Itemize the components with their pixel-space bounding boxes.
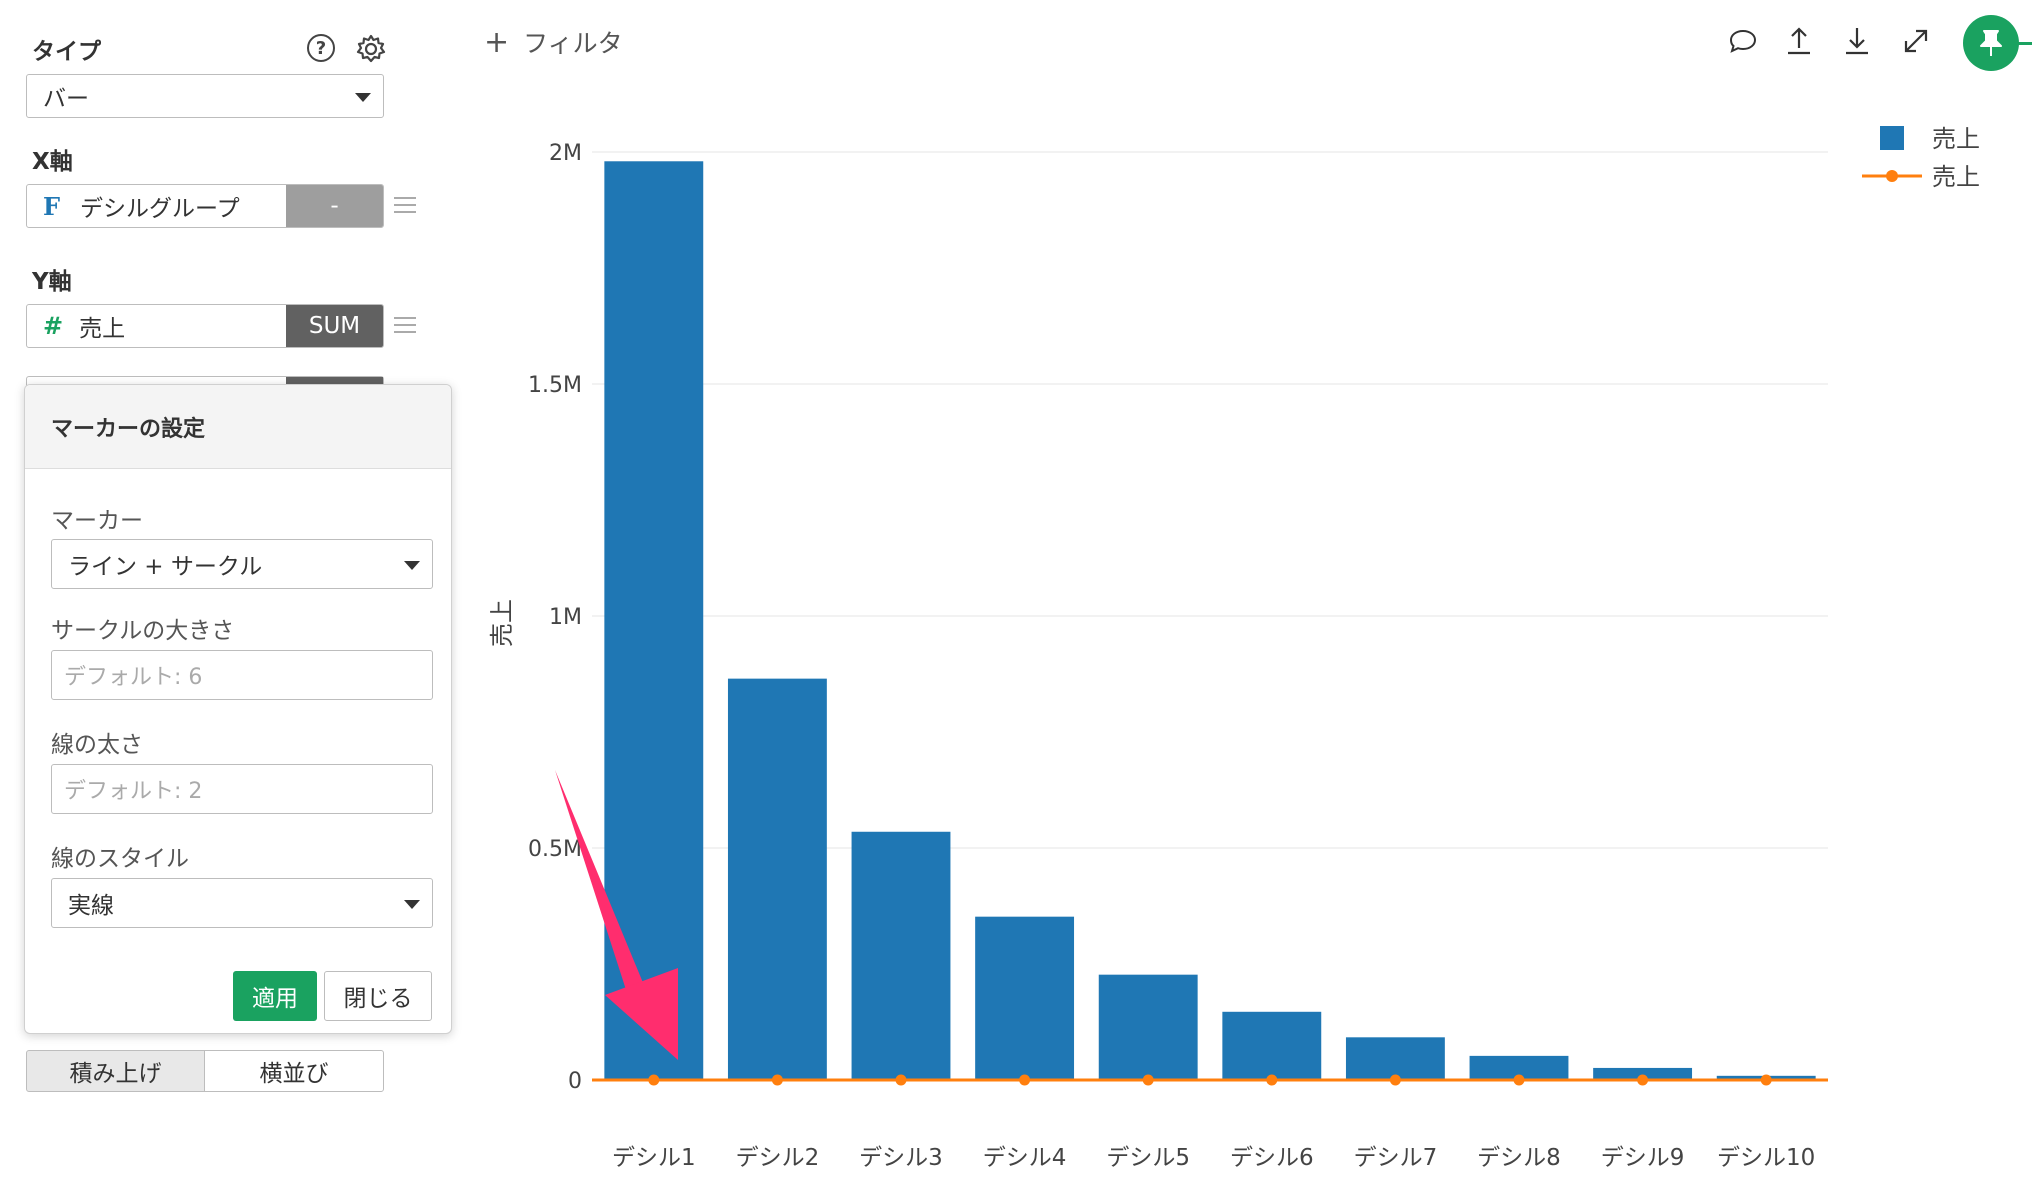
x-axis-label: X軸 — [32, 149, 73, 175]
line-point[interactable] — [771, 1074, 783, 1086]
popover-title: マーカーの設定 — [25, 385, 451, 469]
line-width-placeholder: デフォルト: 2 — [64, 779, 203, 804]
field-type-icon: F — [43, 191, 61, 221]
x-tick-label: デシル2 — [736, 1145, 820, 1171]
y-tick-label: 2M — [549, 141, 582, 166]
line-style-select[interactable]: 実線 — [51, 878, 433, 928]
apply-button[interactable]: 適用 — [233, 971, 317, 1021]
legend: 売上 売上 — [1862, 125, 1980, 191]
marker-settings-popover: マーカーの設定 マーカー ライン + サークル サークルの大きさ デフォルト: … — [24, 384, 452, 1034]
line-style-label: 線のスタイル — [51, 846, 189, 872]
bar[interactable] — [851, 831, 951, 1080]
y-axis-title: 売上 — [488, 599, 516, 647]
chevron-down-icon — [355, 93, 371, 102]
chart-type-select[interactable]: バー — [26, 74, 384, 118]
legend-bar-label[interactable]: 売上 — [1932, 125, 1980, 153]
y-axis-label: Y軸 — [32, 269, 72, 295]
chevron-down-icon — [404, 561, 420, 570]
y-tick-label: 0 — [568, 1069, 582, 1094]
circle-size-placeholder: デフォルト: 6 — [64, 665, 203, 690]
x-tick-label: デシル1 — [612, 1145, 696, 1171]
stack-button[interactable]: 積み上げ — [26, 1050, 205, 1092]
x-tick-label: デシル3 — [859, 1145, 943, 1171]
gear-icon[interactable] — [355, 33, 387, 65]
x-tick-label: デシル7 — [1354, 1145, 1438, 1171]
legend-bar-swatch — [1880, 126, 1904, 150]
x-axis-field[interactable]: F デシルグループ - — [26, 184, 384, 228]
x-tick-label: デシル6 — [1230, 1145, 1314, 1171]
chevron-down-icon — [404, 900, 420, 909]
y-field-aggregation[interactable]: SUM — [286, 305, 383, 347]
pin-button[interactable] — [1963, 15, 2019, 71]
hidden-field-row — [26, 376, 384, 387]
close-button[interactable]: 閉じる — [324, 971, 432, 1021]
x-tick-label: デシル9 — [1601, 1145, 1685, 1171]
x-tick-label: デシル5 — [1106, 1145, 1190, 1171]
y-field-name: 売上 — [79, 316, 126, 342]
filter-label: フィルタ — [523, 29, 623, 58]
y-tick-label: 1.5M — [528, 373, 582, 398]
line-point[interactable] — [895, 1074, 907, 1086]
line-point[interactable] — [1513, 1074, 1525, 1086]
plus-icon: + — [484, 24, 510, 60]
bar[interactable] — [1345, 1037, 1445, 1080]
marker-value: ライン + サークル — [68, 554, 263, 580]
line-width-input[interactable]: デフォルト: 2 — [51, 764, 433, 814]
upload-icon[interactable] — [1782, 24, 1816, 58]
x-field-name: デシルグループ — [80, 196, 240, 222]
x-field-aggregation[interactable]: - — [286, 185, 383, 227]
x-tick-label: デシル8 — [1477, 1145, 1561, 1171]
field-type-icon: # — [43, 312, 64, 340]
chart-type-value: バー — [43, 86, 89, 112]
y-tick-label: 1M — [549, 605, 582, 630]
line-point[interactable] — [1142, 1074, 1154, 1086]
circle-size-label: サークルの大きさ — [51, 618, 235, 644]
line-style-value: 実線 — [68, 893, 114, 919]
bar[interactable] — [727, 678, 827, 1080]
marker-select[interactable]: ライン + サークル — [51, 539, 433, 589]
x-field-menu-icon[interactable] — [394, 197, 416, 213]
line-point[interactable] — [1760, 1074, 1772, 1086]
line-point[interactable] — [1389, 1074, 1401, 1086]
circle-size-input[interactable]: デフォルト: 6 — [51, 650, 433, 700]
bar[interactable] — [604, 161, 704, 1080]
bar[interactable] — [1222, 1011, 1322, 1080]
pin-icon — [1980, 30, 2002, 56]
y-tick-label: 0.5M — [528, 837, 582, 862]
type-label: タイプ — [32, 39, 101, 65]
line-point[interactable] — [1266, 1074, 1278, 1086]
line-width-label: 線の太さ — [51, 732, 143, 758]
marker-label: マーカー — [51, 508, 143, 534]
line-point[interactable] — [1019, 1074, 1031, 1086]
annotation-arrow — [555, 770, 678, 1060]
legend-line-label[interactable]: 売上 — [1932, 163, 1980, 191]
pin-connector — [2018, 42, 2032, 45]
line-point[interactable] — [648, 1074, 660, 1086]
download-icon[interactable] — [1840, 24, 1874, 58]
y-axis-field[interactable]: # 売上 SUM — [26, 304, 384, 348]
comment-icon[interactable] — [1726, 24, 1760, 58]
expand-icon[interactable] — [1899, 24, 1933, 58]
bar[interactable] — [1593, 1067, 1693, 1080]
help-icon[interactable]: ? — [307, 34, 335, 62]
x-tick-label: デシル10 — [1717, 1145, 1815, 1171]
x-tick-label: デシル4 — [983, 1145, 1067, 1171]
y-field-menu-icon[interactable] — [394, 317, 416, 333]
add-filter-button[interactable]: + フィルタ — [484, 24, 623, 60]
legend-line-marker — [1886, 170, 1898, 182]
bar[interactable] — [1098, 974, 1198, 1080]
bar[interactable] — [975, 916, 1075, 1080]
line-point[interactable] — [1637, 1074, 1649, 1086]
side-by-side-button[interactable]: 横並び — [204, 1050, 384, 1092]
